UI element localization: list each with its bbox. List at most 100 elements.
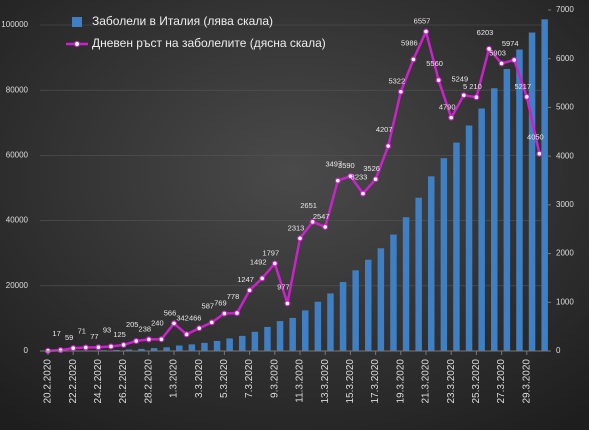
marker [360,190,367,197]
bar [465,125,473,351]
data-label: 4050 [527,133,544,142]
data-label: 93 [103,325,111,334]
legend-label: Заболели в Италия (лява скала) [92,14,273,28]
marker [334,177,341,184]
marker [271,260,278,267]
marker [171,320,178,327]
y-tick-label: 0 [24,346,29,355]
data-label: 5 210 [463,82,482,91]
y-tick-label: 100000 [1,20,28,29]
y-tick-label: 80000 [6,85,29,94]
data-label: 5974 [502,39,519,48]
bar [213,340,221,351]
x-tick-label: 13.3.2020 [320,359,331,404]
marker [145,336,152,343]
bar [528,32,536,352]
bar [239,335,246,351]
legend-label: Дневен ръст на заболелите (дясна скала) [92,36,326,50]
data-label: 205 [126,320,139,329]
marker [82,344,89,351]
x-tick-label: 23.3.2020 [446,359,457,404]
data-label: 77 [90,332,98,341]
x-tick-label: 25.3.2020 [471,359,482,404]
marker [158,336,165,343]
bar [339,282,347,351]
y2-tick-label: 5000 [556,103,574,112]
data-label: 769 [214,299,227,308]
marker [473,94,480,101]
bar [113,349,120,351]
x-tick-label: 3.3.2020 [194,359,205,398]
data-label: 566 [164,308,177,317]
legend-swatch [72,17,82,27]
marker [183,331,190,338]
marker [234,310,241,317]
x-tick-label: 1.3.2020 [169,359,180,398]
y2-tick-label: 2000 [556,249,574,258]
x-tick-label: 5.3.2020 [219,359,230,398]
marker [498,60,505,67]
bar [428,176,435,351]
bar [276,321,284,351]
bar [352,270,359,351]
data-label: 6203 [477,28,494,37]
data-label: 5249 [451,74,468,83]
y2-tick-label: 6000 [556,54,574,63]
data-label: 5560 [426,59,443,68]
data-label: 5322 [388,77,405,86]
marker [246,287,253,294]
data-label: 4790 [439,103,456,112]
marker [322,223,329,230]
marker [423,28,430,35]
y2-tick-label: 1000 [556,297,574,306]
bar [251,331,259,351]
data-label: 4207 [376,125,393,134]
marker [347,173,354,180]
y-tick-label: 20000 [6,281,29,290]
data-label: 5217 [514,82,531,91]
marker [259,275,266,282]
marker [372,176,379,183]
data-label: 3526 [363,164,380,173]
marker [385,143,392,150]
y2-tick-label: 3000 [556,200,574,209]
marker [536,150,543,157]
data-label: 587 [202,301,215,310]
marker [95,344,102,351]
legend-swatch [73,40,81,48]
data-label: 3497 [325,160,342,169]
y-tick-label: 40000 [6,216,29,225]
y2-tick-label: 4000 [556,151,574,160]
data-label: 5986 [401,38,418,47]
data-label: 71 [78,327,86,336]
bar [390,234,397,351]
marker [57,347,64,354]
x-tick-label: 11.3.2020 [295,359,306,403]
marker [120,341,127,348]
x-tick-label: 29.3.2020 [521,359,532,404]
data-label: 3233 [351,172,368,181]
data-label: 2313 [288,223,305,232]
data-label: 240 [151,318,164,327]
marker [511,56,518,63]
y-tick-label: 60000 [6,151,29,160]
bar [440,158,448,351]
data-label: 1492 [250,257,267,266]
marker [410,56,417,63]
marker [397,88,404,95]
bar [125,349,133,351]
data-label: 6557 [414,17,431,26]
bar [138,348,145,351]
bar [541,19,548,352]
marker [133,338,140,345]
marker [486,45,493,52]
marker [309,218,316,225]
marker [460,92,467,99]
x-tick-label: 19.3.2020 [395,359,406,404]
bar [491,88,498,351]
data-label: 3590 [338,161,355,170]
x-tick-label: 21.3.2020 [421,359,432,404]
